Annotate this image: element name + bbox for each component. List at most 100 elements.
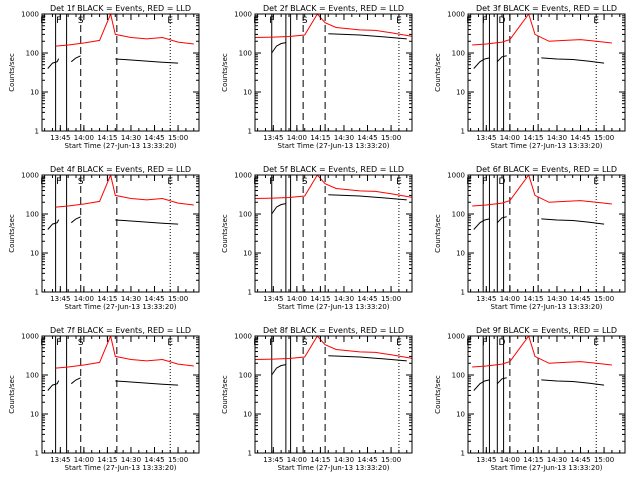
y-axis-label: Counts/sec bbox=[221, 214, 229, 253]
panel-title: Det 2f BLACK = Events, RED = LLD bbox=[263, 4, 404, 13]
x-axis-label: Start Time (27-Jun-13 13:33:20) bbox=[278, 303, 390, 311]
x-tick-label: 14:15 bbox=[310, 134, 330, 142]
events-series-line bbox=[473, 379, 490, 391]
events-series-line bbox=[115, 380, 179, 386]
plot-frame bbox=[254, 13, 413, 132]
event-marker-e: E bbox=[396, 338, 402, 348]
y-tick-label: 100 bbox=[26, 50, 39, 58]
event-marker-e: E bbox=[593, 177, 599, 187]
y-tick-label: 100 bbox=[452, 372, 465, 380]
x-tick-label: 14:30 bbox=[121, 134, 141, 142]
x-tick-label: 14:30 bbox=[121, 295, 141, 303]
x-tick-label: 14:30 bbox=[547, 134, 567, 142]
y-tick-label: 1000 bbox=[447, 11, 465, 19]
y-tick-label: 10 bbox=[30, 411, 39, 419]
y-tick-label: 10 bbox=[456, 411, 465, 419]
x-tick-label: 15:00 bbox=[381, 295, 401, 303]
panel-title: Det 3f BLACK = Events, RED = LLD bbox=[476, 4, 617, 13]
x-axis-label: Start Time (27-Jun-13 13:33:20) bbox=[65, 303, 177, 311]
y-tick-label: 1000 bbox=[21, 172, 39, 180]
x-tick-label: 14:00 bbox=[500, 295, 520, 303]
panel-title: Det 5f BLACK = Events, RED = LLD bbox=[263, 165, 404, 174]
events-series-line bbox=[70, 216, 81, 224]
plot-frame bbox=[467, 335, 626, 454]
x-tick-label: 14:00 bbox=[74, 134, 94, 142]
y-tick-label: 1 bbox=[248, 450, 252, 458]
events-series-line bbox=[473, 218, 490, 230]
y-axis-label: Counts/sec bbox=[8, 53, 16, 92]
event-marker-e: E bbox=[593, 16, 599, 26]
events-series-line bbox=[541, 218, 605, 225]
event-marker-s: S bbox=[78, 338, 84, 348]
x-tick-label: 15:00 bbox=[594, 134, 614, 142]
plot-area bbox=[255, 14, 412, 131]
y-axis-label: Counts/sec bbox=[434, 214, 442, 253]
plot-frame bbox=[41, 13, 200, 132]
detector-panel: Det 8f BLACK = Events, RED = LLD 1 10 100 10… bbox=[221, 326, 413, 472]
y-tick-label: 10 bbox=[30, 89, 39, 97]
event-marker-e: E bbox=[167, 338, 173, 348]
x-tick-label: 14:15 bbox=[523, 134, 543, 142]
event-marker-e: E bbox=[40, 177, 46, 187]
event-marker-e: E bbox=[466, 338, 472, 348]
events-series-line bbox=[541, 57, 605, 64]
event-marker-f: F bbox=[482, 16, 487, 26]
events-series-line bbox=[47, 58, 60, 69]
x-tick-label: 14:30 bbox=[334, 456, 354, 464]
plot-frame bbox=[41, 174, 200, 293]
events-series-line bbox=[328, 194, 407, 201]
x-tick-label: 15:00 bbox=[168, 456, 188, 464]
event-marker-d: D bbox=[499, 338, 506, 348]
events-series-line bbox=[496, 377, 507, 385]
x-tick-label: 14:30 bbox=[547, 456, 567, 464]
y-tick-label: 100 bbox=[239, 211, 252, 219]
event-marker-e: E bbox=[466, 177, 472, 187]
x-axis-label: Start Time (27-Jun-13 13:33:20) bbox=[65, 464, 177, 472]
y-axis-label: Counts/sec bbox=[221, 53, 229, 92]
x-tick-label: 14:45 bbox=[144, 134, 164, 142]
panel-title: Det 8f BLACK = Events, RED = LLD bbox=[263, 326, 404, 335]
x-tick-label: 14:15 bbox=[310, 295, 330, 303]
lld-series-line bbox=[55, 175, 194, 208]
y-tick-label: 1 bbox=[461, 289, 465, 297]
plot-area bbox=[472, 175, 612, 292]
event-marker-e: E bbox=[396, 16, 402, 26]
events-series-line bbox=[115, 58, 179, 64]
y-tick-label: 1 bbox=[35, 289, 39, 297]
x-tick-label: 14:00 bbox=[287, 134, 307, 142]
events-series-line bbox=[473, 57, 490, 69]
events-series-line bbox=[496, 216, 507, 224]
x-tick-label: 14:00 bbox=[500, 134, 520, 142]
detector-panel: Det 3f BLACK = Events, RED = LLD 1 10 100 10… bbox=[434, 4, 626, 150]
plot-area bbox=[47, 175, 194, 292]
lld-series-line bbox=[472, 336, 612, 368]
events-series-line bbox=[496, 55, 507, 63]
x-axis-label: Start Time (27-Jun-13 13:33:20) bbox=[491, 303, 603, 311]
plot-frame bbox=[467, 13, 626, 132]
x-tick-label: 15:00 bbox=[381, 456, 401, 464]
y-tick-label: 10 bbox=[456, 89, 465, 97]
detector-panel: Det 7f BLACK = Events, RED = LLD 1 10 100 10… bbox=[8, 326, 200, 472]
x-tick-label: 14:45 bbox=[144, 456, 164, 464]
event-marker-e: E bbox=[167, 16, 173, 26]
y-tick-label: 10 bbox=[30, 250, 39, 258]
event-marker-f: F bbox=[269, 338, 274, 348]
event-marker-f: F bbox=[482, 177, 487, 187]
panel-title: Det 9f BLACK = Events, RED = LLD bbox=[476, 326, 617, 335]
event-marker-f: F bbox=[269, 177, 274, 187]
event-marker-f: F bbox=[482, 338, 487, 348]
plot-area bbox=[255, 175, 412, 292]
x-tick-label: 15:00 bbox=[594, 295, 614, 303]
event-marker-e: E bbox=[253, 338, 259, 348]
event-marker-e: E bbox=[396, 177, 402, 187]
event-marker-f: F bbox=[56, 16, 61, 26]
panel-title: Det 7f BLACK = Events, RED = LLD bbox=[50, 326, 191, 335]
events-series-line bbox=[70, 377, 81, 385]
y-tick-label: 1 bbox=[248, 289, 252, 297]
y-tick-label: 10 bbox=[243, 411, 252, 419]
lld-series-line bbox=[472, 14, 612, 46]
y-tick-label: 1000 bbox=[234, 11, 252, 19]
x-tick-label: 14:15 bbox=[523, 295, 543, 303]
x-axis-label: Start Time (27-Jun-13 13:33:20) bbox=[278, 142, 390, 150]
event-marker-e: E bbox=[253, 177, 259, 187]
